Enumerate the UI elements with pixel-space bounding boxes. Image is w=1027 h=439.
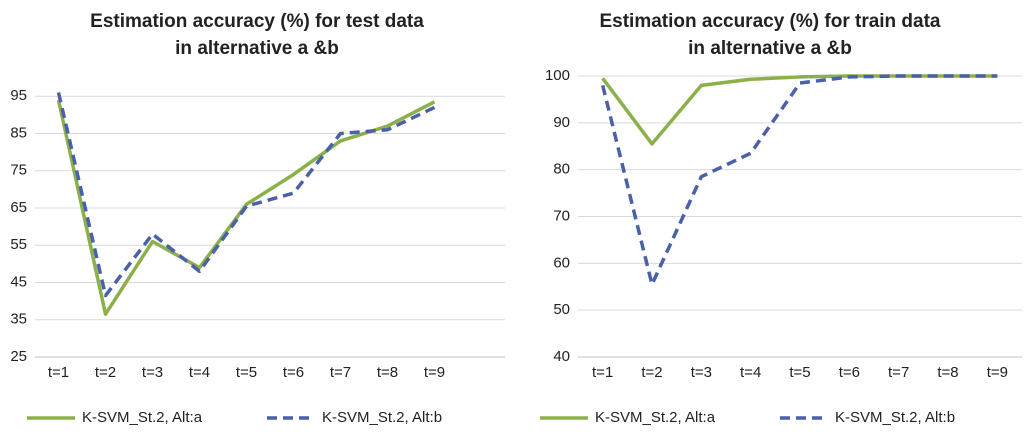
x-tick-label: t=8 xyxy=(377,364,398,381)
y-tick-label: 25 xyxy=(10,348,27,365)
x-tick-label: t=5 xyxy=(236,364,257,381)
y-tick-label: 60 xyxy=(553,254,570,271)
x-tick-label: t=5 xyxy=(789,364,810,381)
x-tick-label: t=8 xyxy=(937,364,958,381)
y-tick-label: 80 xyxy=(553,161,570,178)
x-tick-label: t=9 xyxy=(987,364,1008,381)
chart-title: Estimation accuracy (%) for test data xyxy=(90,11,424,32)
x-tick-label: t=6 xyxy=(839,364,860,381)
series-line xyxy=(601,74,998,146)
x-tick-label: t=4 xyxy=(189,364,210,381)
x-tick-label: t=3 xyxy=(691,364,712,381)
y-tick-label: 55 xyxy=(10,236,27,253)
y-tick-label: 85 xyxy=(10,124,27,141)
chart-title: in alternative a &b xyxy=(688,38,852,59)
x-tick-label: t=6 xyxy=(283,364,304,381)
x-tick-label: t=7 xyxy=(330,364,351,381)
x-tick-label: t=2 xyxy=(641,364,662,381)
y-tick-label: 75 xyxy=(10,162,27,179)
legend-label: K-SVM_St.2, Alt:b xyxy=(835,409,955,426)
y-tick-label: 35 xyxy=(10,311,27,328)
x-tick-label: t=1 xyxy=(592,364,613,381)
y-tick-label: 100 xyxy=(545,67,570,84)
y-tick-label: 45 xyxy=(10,273,27,290)
legend-label: K-SVM_St.2, Alt:b xyxy=(322,409,442,426)
y-tick-label: 50 xyxy=(553,301,570,318)
y-tick-label: 90 xyxy=(553,114,570,131)
y-tick-label: 65 xyxy=(10,199,27,216)
x-tick-label: t=2 xyxy=(95,364,116,381)
x-tick-label: t=3 xyxy=(142,364,163,381)
x-tick-label: t=7 xyxy=(888,364,909,381)
x-tick-label: t=1 xyxy=(48,364,69,381)
legend-label: K-SVM_St.2, Alt:a xyxy=(82,409,203,426)
x-tick-label: t=9 xyxy=(424,364,445,381)
y-tick-label: 95 xyxy=(10,87,27,104)
series-line xyxy=(56,92,436,298)
y-tick-label: 70 xyxy=(553,207,570,224)
x-tick-label: t=4 xyxy=(740,364,761,381)
chart-title: Estimation accuracy (%) for train data xyxy=(599,11,940,32)
y-tick-label: 40 xyxy=(553,348,570,365)
series-line xyxy=(600,74,998,287)
legend-label: K-SVM_St.2, Alt:a xyxy=(595,409,716,426)
chart-title: in alternative a &b xyxy=(175,38,339,59)
